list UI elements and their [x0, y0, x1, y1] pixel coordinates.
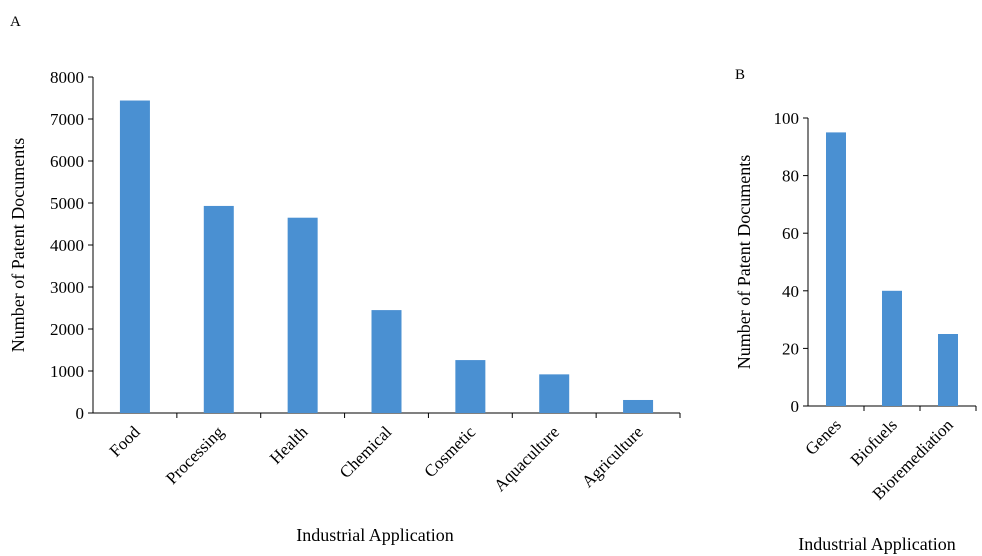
panel-b-y-ticks: 0 20 40 60 80 100: [774, 109, 808, 416]
y-tick-label: 7000: [50, 110, 84, 129]
panel-b-x-axis-title: Industrial Application: [798, 534, 955, 554]
bar-genes: [826, 132, 846, 406]
category-label-agriculture: Agriculture: [578, 422, 647, 491]
bar-aquaculture: [539, 374, 570, 413]
category-label-cosmetic: Cosmetic: [420, 422, 479, 481]
y-tick-label: 4000: [50, 236, 84, 255]
y-tick-label: 40: [782, 282, 799, 301]
category-label-food: Food: [106, 422, 145, 461]
bar-processing: [203, 205, 234, 413]
y-tick-label: 0: [791, 397, 800, 416]
panel-a-label: A: [10, 14, 21, 30]
y-tick-label: 0: [76, 404, 85, 423]
panel-b-bars: [826, 132, 977, 411]
y-tick-label: 6000: [50, 152, 84, 171]
panel-b-label: B: [735, 67, 745, 83]
y-tick-label: 20: [782, 339, 799, 358]
panel-a-y-ticks: 0 1000 2000 3000 4000 5000 6000 7000 8000: [50, 68, 93, 423]
bar-food: [119, 100, 150, 414]
bar-chemical: [371, 310, 402, 413]
y-tick-label: 5000: [50, 194, 84, 213]
bar-bioremediation: [938, 334, 958, 406]
bar-agriculture: [623, 399, 654, 413]
category-label-aquaculture: Aquaculture: [490, 422, 563, 495]
chart-panel-b: B 0 20 40 60 80 100 Genes BiofuelsBioremediati…: [734, 67, 977, 554]
y-tick-label: 80: [782, 167, 799, 186]
panel-a-category-labels: Food Processing Health Chemical Cosmetic Aqua…: [106, 422, 647, 495]
bar-cosmetic: [455, 360, 486, 413]
category-label-biofuels: Biofuels: [847, 415, 901, 469]
y-tick-label: 100: [774, 109, 800, 128]
panel-a-y-axis-title: Number of Patent Documents: [8, 138, 28, 352]
bar-health: [287, 217, 318, 413]
panel-b-y-axis-title: Number of Patent Documents: [734, 155, 754, 369]
category-label-genes: Genes: [801, 415, 844, 458]
y-tick-label: 1000: [50, 362, 84, 381]
y-tick-label: 2000: [50, 320, 84, 339]
category-label-chemical: Chemical: [336, 422, 396, 482]
chart-panel-a: A 0 1000 2000 3000 4000 5000 6000 7000 8000 Food…: [8, 14, 681, 545]
panel-a-x-axis-title: Industrial Application: [296, 525, 453, 545]
category-label-health: Health: [266, 422, 312, 468]
category-label-processing: Processing: [162, 422, 228, 488]
bar-biofuels: [882, 290, 902, 406]
panel-a-bars: [119, 100, 681, 418]
y-tick-label: 3000: [50, 278, 84, 297]
y-tick-label: 8000: [50, 68, 84, 87]
y-tick-label: 60: [782, 224, 799, 243]
